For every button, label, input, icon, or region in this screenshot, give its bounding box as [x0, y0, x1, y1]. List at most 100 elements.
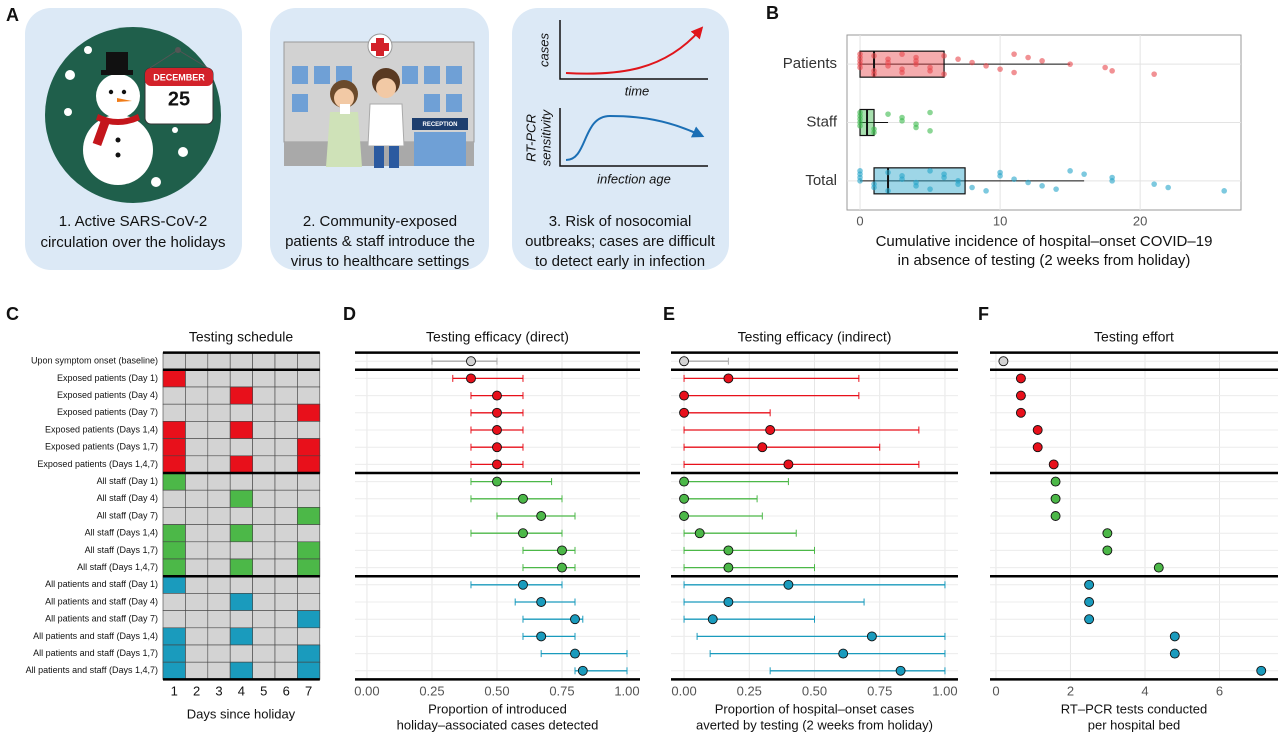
point	[707, 614, 718, 625]
x-tick-label: 0	[856, 213, 863, 228]
x-tick-label: 5	[260, 683, 267, 698]
empty-cell	[274, 524, 298, 543]
empty-cell	[274, 472, 298, 491]
empty-cell	[185, 386, 209, 405]
point	[492, 425, 502, 435]
point	[1039, 183, 1045, 189]
empty-cell	[207, 472, 231, 491]
panel-label: F	[978, 304, 989, 324]
empty-cell	[252, 386, 276, 405]
point	[723, 545, 734, 556]
empty-cell	[207, 421, 231, 439]
point	[1109, 178, 1115, 184]
illustration-hospital: RECEPTION	[270, 8, 489, 270]
schedule-cell	[162, 369, 186, 388]
point	[885, 169, 891, 176]
point	[895, 665, 906, 676]
empty-cell	[252, 455, 276, 474]
schedule-cell	[162, 558, 186, 577]
point	[998, 356, 1009, 367]
row-label: All staff (Days 1,4,7)	[77, 562, 158, 572]
x-tick-label: 1.00	[614, 683, 639, 698]
empty-cell	[274, 489, 298, 508]
axis-title: Days since holiday	[187, 706, 296, 721]
point	[927, 186, 933, 192]
x-tick-label: 2	[193, 683, 200, 698]
row-label: All patients and staff (Day 7)	[45, 614, 158, 624]
empty-cell	[207, 369, 231, 388]
point	[857, 123, 863, 129]
panel-title: Testing efficacy (direct)	[426, 329, 569, 345]
schedule-cell	[297, 644, 321, 663]
point	[679, 407, 689, 418]
empty-cell	[229, 369, 253, 388]
empty-cell	[207, 352, 231, 371]
point	[679, 356, 689, 367]
panel-label: D	[343, 304, 356, 324]
empty-cell	[207, 438, 231, 457]
point	[927, 68, 933, 74]
caption: patients & staff introduce the	[285, 233, 475, 250]
empty-cell	[274, 575, 298, 594]
empty-cell	[162, 352, 186, 371]
point	[723, 562, 734, 573]
point	[577, 665, 588, 676]
empty-cell	[252, 472, 276, 491]
point	[492, 459, 502, 470]
reception-sign: RECEPTION	[422, 122, 457, 128]
schedule-cell	[229, 421, 253, 439]
schedule-cell	[229, 558, 253, 577]
x-tick-label: 2	[1067, 683, 1074, 698]
point	[492, 390, 502, 401]
empty-cell	[252, 403, 276, 422]
empty-cell	[297, 472, 321, 491]
point	[955, 56, 961, 62]
axis-label: time	[625, 83, 650, 98]
x-tick-label: 0.00	[671, 683, 696, 698]
schedule-cell	[162, 627, 186, 646]
point	[723, 373, 734, 384]
empty-cell	[297, 489, 321, 508]
row-label: Exposed patients (Days 1,7)	[45, 442, 158, 452]
row-label: All patients and staff (Day 1)	[45, 579, 158, 589]
point	[1067, 168, 1073, 174]
empty-cell	[252, 369, 276, 388]
x-tick-label: 1.00	[932, 683, 957, 698]
row-label: All patients and staff (Days 1,4,7)	[26, 665, 158, 675]
empty-cell	[252, 541, 276, 560]
axis-title: Proportion of introduced	[428, 701, 567, 716]
axis-title: Cumulative incidence of hospital–onset C…	[876, 233, 1213, 250]
x-tick-label: 7	[305, 683, 312, 698]
empty-cell	[252, 438, 276, 457]
point	[1153, 562, 1164, 573]
point	[679, 493, 689, 504]
panel-title: Testing schedule	[189, 329, 294, 345]
row-label: Exposed patients (Days 1,4,7)	[37, 459, 158, 469]
schedule-cell	[229, 593, 253, 611]
empty-cell	[185, 403, 209, 422]
schedule-cell	[229, 455, 253, 474]
point	[885, 63, 891, 69]
illustration-curves	[512, 8, 729, 270]
empty-cell	[229, 438, 253, 457]
schedule-cell	[297, 558, 321, 577]
point	[492, 476, 502, 487]
point	[1102, 545, 1113, 556]
point	[1011, 51, 1017, 57]
point	[536, 597, 547, 607]
point	[492, 442, 502, 453]
axis-title: Proportion of hospital–onset cases	[715, 701, 915, 716]
empty-cell	[162, 507, 186, 525]
empty-cell	[207, 489, 231, 508]
point	[783, 459, 794, 470]
point	[1053, 186, 1059, 192]
empty-cell	[297, 524, 321, 543]
schedule-cell	[162, 541, 186, 560]
empty-cell	[185, 627, 209, 646]
empty-cell	[207, 558, 231, 577]
point	[1011, 69, 1017, 76]
point	[1084, 597, 1095, 607]
point	[913, 61, 919, 67]
x-tick-label: 0.75	[867, 683, 892, 698]
